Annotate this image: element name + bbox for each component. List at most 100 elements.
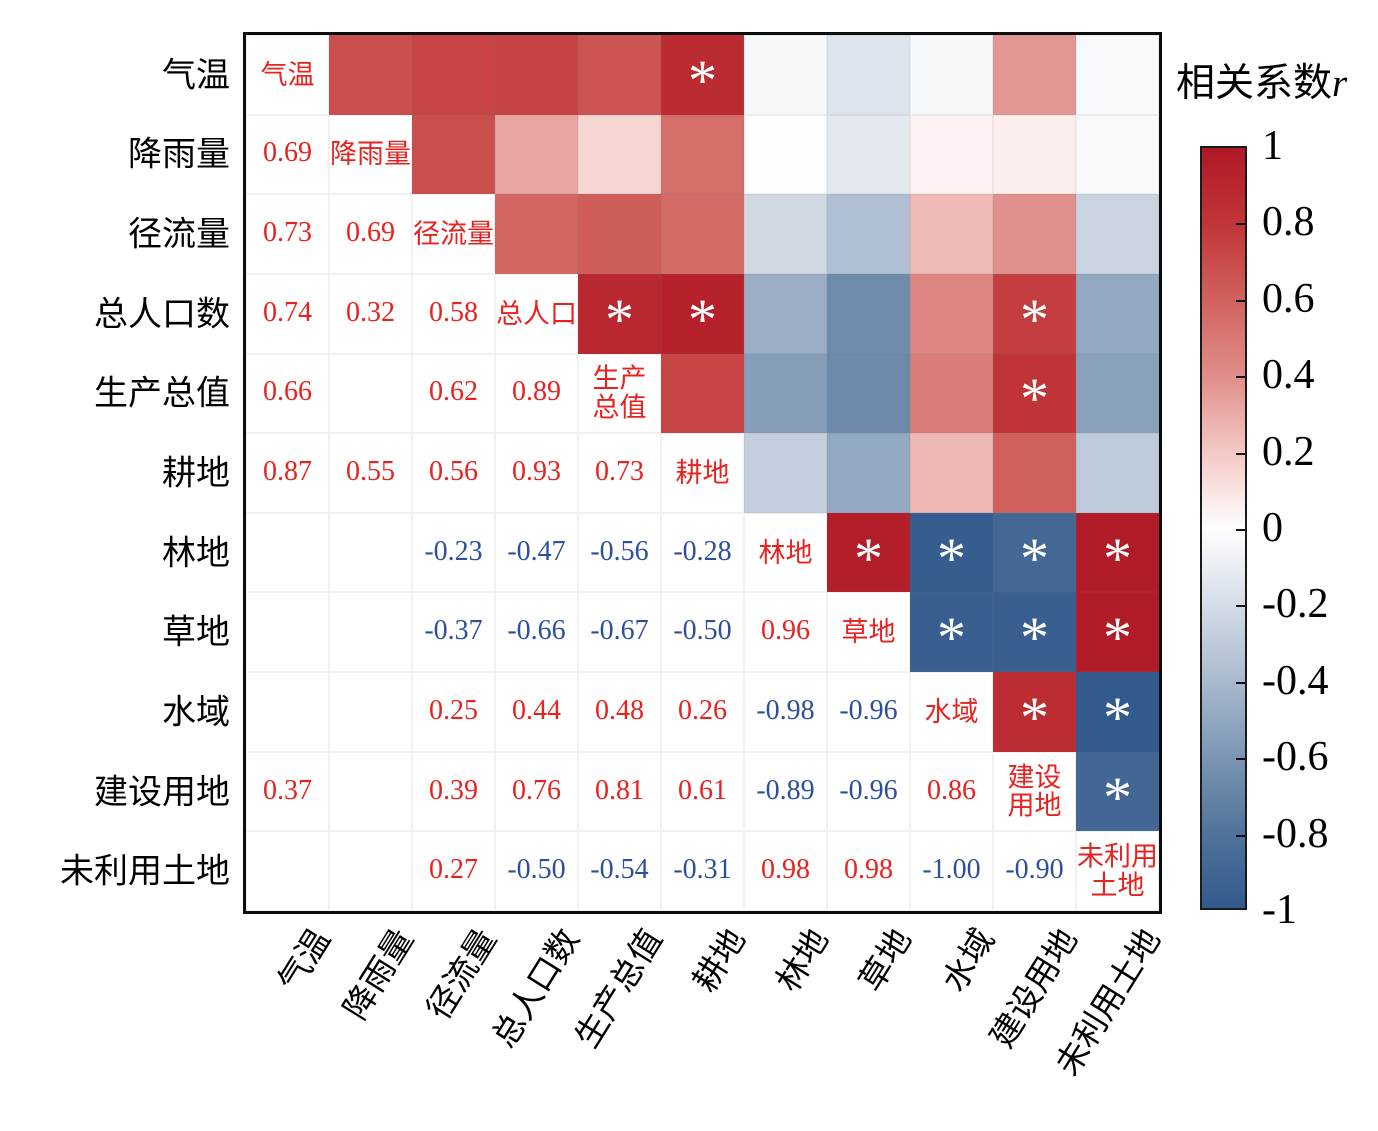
colorbar-tick — [1236, 223, 1245, 226]
matrix-cell-upper — [495, 194, 578, 274]
cell-value: 0.73 — [595, 455, 644, 487]
matrix-cell-lower: -0.98 — [744, 672, 827, 752]
matrix-cell-upper — [412, 114, 495, 195]
colorbar-tick-label: -1 — [1262, 887, 1297, 933]
matrix-cell-lower: -0.23 — [412, 512, 495, 593]
diagonal-label: 未利用 土地 — [1077, 841, 1158, 901]
col-axis-label: 气温 — [272, 923, 338, 999]
significance-star: * — [937, 605, 966, 671]
cell-value: 0.48 — [595, 694, 644, 726]
matrix-cell-lower: -0.89 — [744, 751, 827, 832]
cell-value: 0.32 — [346, 296, 395, 328]
cell-value: 0.56 — [429, 455, 478, 487]
significance-star: * — [605, 286, 634, 352]
cell-value: 0.81 — [595, 774, 644, 806]
matrix-cell-lower: 0.69 — [329, 194, 412, 274]
matrix-cell-lower: 0.73 — [246, 194, 329, 274]
matrix-cell-upper — [993, 433, 1076, 513]
col-axis-label: 降雨量 — [337, 923, 421, 1027]
diagonal-label: 径流量 — [413, 218, 494, 249]
matrix-cell-lower: 0.98 — [827, 831, 910, 911]
cell-value: 0.44 — [512, 694, 561, 726]
colorbar — [1200, 146, 1247, 910]
row-axis-label: 草地 — [162, 614, 230, 652]
matrix-cell-lower: -0.37 — [412, 592, 495, 673]
colorbar-tick-label: 0 — [1262, 505, 1283, 551]
matrix-cell-diagonal: 林地 — [744, 512, 827, 593]
matrix-cell-lower: 0.48 — [578, 672, 661, 752]
matrix-cell-diagonal: 建设 用地 — [993, 751, 1076, 832]
matrix-cell-lower: 0.55 — [329, 433, 412, 513]
matrix-cell-upper — [495, 114, 578, 195]
matrix-cell-upper: * — [910, 512, 993, 593]
matrix-cell-upper — [495, 35, 578, 115]
matrix-cell-upper: * — [993, 353, 1076, 434]
colorbar-tick — [1236, 758, 1245, 761]
colorbar-tick — [1236, 376, 1245, 379]
matrix-cell-lower: 0.32 — [329, 273, 412, 354]
matrix-cell-lower: -0.28 — [661, 512, 744, 593]
significance-star: * — [1020, 286, 1049, 352]
matrix-cell-lower: 0.98 — [744, 831, 827, 911]
cell-value: 0.74 — [263, 296, 312, 328]
matrix-cell-lower: 0.26 — [661, 672, 744, 752]
cell-value: -0.50 — [507, 854, 566, 886]
significance-star: * — [854, 525, 883, 591]
matrix-cell-lower: 0.69 — [246, 114, 329, 195]
matrix-cell-upper — [744, 353, 827, 434]
cell-value: -1.00 — [922, 854, 981, 886]
matrix-cell-diagonal: 草地 — [827, 592, 910, 673]
significance-star: * — [1103, 764, 1132, 830]
matrix-cell-upper: * — [993, 273, 1076, 354]
matrix-cell-upper — [661, 114, 744, 195]
matrix-cell-upper — [1076, 273, 1159, 354]
cell-value: 0.27 — [429, 854, 478, 886]
matrix-cell-lower: -0.56 — [578, 512, 661, 593]
row-axis-label: 林地 — [162, 535, 230, 573]
matrix-cell-upper — [661, 353, 744, 434]
diagonal-label: 生产 总值 — [592, 364, 647, 423]
matrix-cell-upper — [827, 114, 910, 195]
matrix-cell-lower: 0.61 — [661, 751, 744, 832]
matrix-cell-upper: * — [993, 592, 1076, 673]
matrix-cell-upper: * — [827, 512, 910, 593]
matrix-cell-lower: -0.47 — [495, 512, 578, 593]
correlation-matrix: 气温 * 0.69 降雨量 0.73 0.69 径流量 0.74 0.32 0.58 总人口 * * * 0… — [243, 32, 1162, 914]
cell-value: 0.89 — [512, 376, 561, 408]
matrix-cell-lower: 0.73 — [578, 433, 661, 513]
colorbar-title-text: 相关系数 — [1176, 62, 1333, 105]
cell-value: 0.76 — [512, 774, 561, 806]
cell-value: 0.93 — [512, 455, 561, 487]
matrix-cell-lower — [246, 831, 329, 911]
colorbar-title: 相关系数r — [1176, 52, 1347, 108]
cell-value: 0.62 — [429, 376, 478, 408]
matrix-cell-lower: 0.25 — [412, 672, 495, 752]
matrix-cell-lower: 0.74 — [246, 273, 329, 354]
colorbar-tick — [1236, 299, 1245, 302]
matrix-cell-lower: 0.37 — [246, 751, 329, 832]
colorbar-tick — [1236, 605, 1245, 608]
matrix-cell-upper: * — [910, 592, 993, 673]
colorbar-tick-label: -0.4 — [1262, 657, 1329, 704]
row-axis-label: 降雨量 — [128, 136, 230, 174]
matrix-cell-lower — [246, 592, 329, 673]
cell-value: -0.50 — [673, 615, 732, 647]
cell-value: -0.90 — [1005, 854, 1064, 886]
diagonal-label: 降雨量 — [330, 139, 411, 170]
matrix-cell-lower: 0.27 — [412, 831, 495, 911]
cell-value: 0.69 — [346, 216, 395, 248]
cell-value: 0.26 — [678, 694, 727, 726]
cell-value: 0.87 — [263, 455, 312, 487]
row-axis-label: 未利用土地 — [60, 853, 230, 891]
matrix-cell-upper: * — [1076, 512, 1159, 593]
matrix-cell-upper: * — [1076, 751, 1159, 832]
significance-star: * — [1103, 605, 1132, 671]
colorbar-tick-label: 0.4 — [1262, 352, 1315, 399]
matrix-cell-upper — [910, 114, 993, 195]
matrix-cell-upper — [744, 273, 827, 354]
col-axis-label: 草地 — [853, 923, 919, 999]
colorbar-tick — [1236, 529, 1245, 531]
matrix-cell-upper — [744, 433, 827, 513]
cell-value: 0.96 — [761, 615, 810, 647]
matrix-cell-lower: -0.96 — [827, 751, 910, 832]
